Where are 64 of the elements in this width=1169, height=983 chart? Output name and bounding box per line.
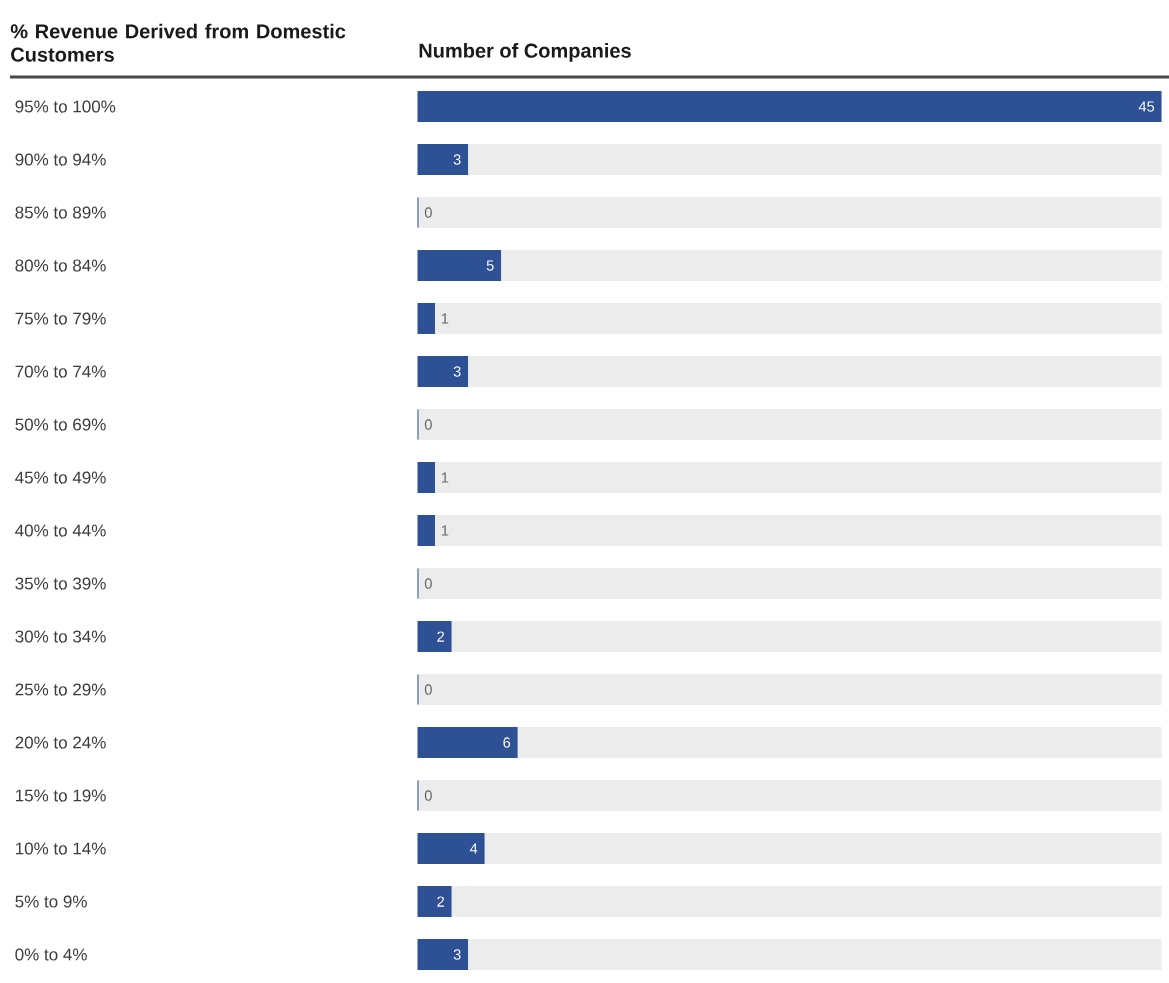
y-tick-label: 25% to 29% bbox=[15, 683, 106, 696]
bar bbox=[417, 674, 1162, 706]
bar bbox=[417, 780, 1162, 812]
bar bbox=[467, 144, 1162, 176]
data-label: 0 bbox=[424, 684, 432, 695]
bar bbox=[417, 727, 518, 759]
y-tick-label: 30% to 34% bbox=[15, 630, 106, 643]
y-tick-label: 5% to 9% bbox=[15, 895, 87, 908]
data-label: 1 bbox=[441, 313, 449, 324]
y-tick-label: 45% to 49% bbox=[15, 471, 106, 484]
data-label: 45 bbox=[1138, 101, 1155, 112]
bar bbox=[417, 91, 1162, 123]
data-label: 2 bbox=[437, 631, 445, 642]
y-tick-label: 90% to 94% bbox=[15, 153, 106, 166]
data-label: 1 bbox=[441, 525, 449, 536]
data-label: 6 bbox=[503, 737, 511, 748]
bar bbox=[417, 197, 1162, 229]
bar bbox=[417, 939, 469, 971]
bar bbox=[450, 886, 1162, 918]
data-label: 0 bbox=[424, 790, 432, 801]
bar bbox=[483, 833, 1162, 865]
y-tick-label: 80% to 84% bbox=[15, 259, 106, 272]
y-tick-label: 85% to 89% bbox=[15, 206, 106, 219]
y-tick-label: 15% to 19% bbox=[16, 789, 106, 802]
bar bbox=[516, 727, 1162, 759]
y-tick-label: 75% to 79% bbox=[15, 312, 106, 325]
data-label: 3 bbox=[453, 949, 461, 960]
bar bbox=[417, 144, 469, 176]
bar bbox=[467, 356, 1162, 388]
y-tick-label: 70% to 74% bbox=[15, 365, 106, 378]
y-tick-label: 0% to 4% bbox=[15, 948, 87, 961]
bar bbox=[417, 886, 452, 918]
data-label: 0 bbox=[424, 419, 432, 430]
data-label: 3 bbox=[453, 154, 461, 165]
y-tick-label: 10% to 14% bbox=[16, 842, 106, 855]
bar bbox=[417, 462, 436, 494]
bar bbox=[467, 939, 1162, 971]
y-axis-title: % Revenue Derived from Domestic Customers bbox=[10, 23, 346, 62]
data-label: 0 bbox=[424, 207, 432, 218]
bar bbox=[417, 833, 485, 865]
bar bbox=[417, 409, 1162, 441]
data-label: 0 bbox=[424, 578, 432, 589]
bar bbox=[450, 621, 1162, 653]
y-tick-label: 20% to 24% bbox=[15, 736, 106, 749]
y-tick-label: 95% to 100% bbox=[15, 100, 116, 113]
bar bbox=[434, 462, 1162, 494]
data-label: 2 bbox=[437, 896, 445, 907]
bar bbox=[417, 250, 502, 282]
bar bbox=[417, 621, 452, 653]
bar bbox=[417, 568, 1162, 600]
bar bbox=[434, 303, 1162, 335]
bar bbox=[500, 250, 1162, 282]
bar bbox=[417, 356, 469, 388]
x-axis-title: Number of Companies bbox=[419, 43, 631, 62]
bar bbox=[434, 515, 1162, 547]
data-label: 4 bbox=[469, 843, 478, 854]
bar bbox=[417, 303, 436, 335]
y-tick-label: 40% to 44% bbox=[15, 524, 106, 537]
bar bbox=[417, 515, 436, 547]
y-tick-label: 50% to 69% bbox=[15, 418, 106, 431]
y-tick-label: 35% to 39% bbox=[15, 577, 106, 590]
data-label: 1 bbox=[441, 472, 449, 483]
data-label: 3 bbox=[453, 366, 461, 377]
data-label: 5 bbox=[486, 260, 494, 271]
